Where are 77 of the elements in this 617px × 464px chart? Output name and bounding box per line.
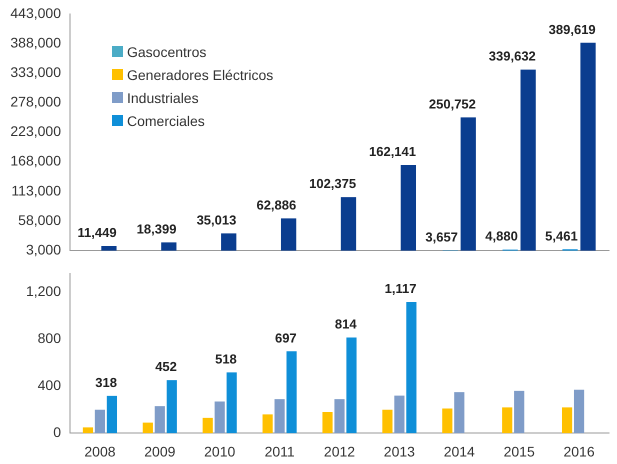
- bar: [520, 70, 536, 251]
- y-tick-label: 223,000: [10, 123, 62, 140]
- bar: [226, 372, 237, 434]
- bar: [562, 407, 572, 434]
- data-label: 452: [155, 359, 177, 374]
- y-tick-label: 1,200: [26, 283, 62, 300]
- x-tick-label: 2011: [264, 443, 295, 460]
- bar: [454, 392, 464, 434]
- bar: [394, 396, 404, 434]
- y-tick-label: 443,000: [10, 4, 62, 21]
- bar: [580, 42, 596, 251]
- x-tick-label: 2014: [444, 443, 476, 460]
- bar: [322, 412, 333, 434]
- x-tick-label: 2016: [563, 443, 595, 460]
- bar: [514, 390, 524, 434]
- data-label: 3,657: [425, 229, 458, 244]
- bar: [574, 390, 584, 434]
- x-tick-label: 2009: [144, 443, 176, 460]
- bar: [101, 246, 117, 251]
- data-label: 5,461: [545, 228, 578, 244]
- data-label: 389,619: [548, 22, 596, 37]
- y-tick-label: 388,000: [10, 34, 62, 50]
- x-tick-label: 2013: [384, 443, 416, 460]
- data-label: 4,880: [485, 228, 518, 244]
- data-label: 35,013: [196, 212, 236, 228]
- bar: [400, 165, 416, 251]
- bar: [460, 117, 476, 251]
- data-label: 250,752: [428, 96, 476, 112]
- bar: [202, 418, 213, 434]
- data-label: 318: [95, 374, 118, 390]
- data-label: 1,117: [384, 281, 416, 296]
- bar: [502, 407, 512, 434]
- data-label: 11,449: [78, 225, 117, 240]
- y-tick-label: 333,000: [10, 64, 62, 80]
- y-tick-label: 800: [38, 330, 62, 346]
- bar: [274, 399, 285, 434]
- bar: [154, 406, 165, 434]
- legend-label: Gasocentros: [127, 44, 206, 60]
- data-label: 162,141: [369, 144, 416, 160]
- bar: [286, 351, 297, 434]
- bar: [442, 408, 452, 434]
- y-tick-label: 0: [53, 424, 62, 440]
- data-label: 518: [215, 351, 237, 366]
- bar: [406, 302, 416, 434]
- y-tick-label: 168,000: [10, 152, 62, 169]
- y-tick-label: 400: [38, 377, 62, 394]
- data-label: 18,399: [136, 221, 176, 236]
- y-tick-label: 278,000: [10, 94, 62, 110]
- x-tick-label: 2012: [324, 443, 356, 460]
- bar: [142, 422, 153, 434]
- bar: [161, 242, 176, 251]
- data-label: 814: [334, 316, 358, 332]
- bar: [214, 401, 225, 434]
- x-tick-label: 2008: [84, 443, 116, 460]
- bar: [340, 197, 356, 251]
- y-tick-label: 58,000: [18, 212, 62, 228]
- bar: [280, 218, 296, 251]
- bar: [346, 338, 357, 434]
- bar: [82, 427, 94, 434]
- legend-label: Generadores Eléctricos: [127, 66, 274, 82]
- bar: [334, 399, 345, 434]
- bar: [106, 396, 118, 434]
- bar: [94, 410, 106, 434]
- legend-label: Industriales: [127, 90, 199, 106]
- bar: [262, 414, 273, 434]
- y-tick-label: 113,000: [11, 182, 62, 198]
- y-tick-label: 3,000: [26, 241, 62, 258]
- data-label: 62,886: [256, 197, 296, 212]
- x-tick-label: 2015: [504, 443, 535, 460]
- bar: [166, 380, 177, 434]
- bar: [221, 233, 236, 251]
- data-label: 697: [274, 330, 297, 346]
- bar: [382, 410, 392, 434]
- data-label: 339,632: [488, 48, 536, 64]
- legend-label: Comerciales: [127, 112, 205, 128]
- x-tick-label: 2010: [204, 443, 236, 460]
- data-label: 102,375: [309, 176, 356, 192]
